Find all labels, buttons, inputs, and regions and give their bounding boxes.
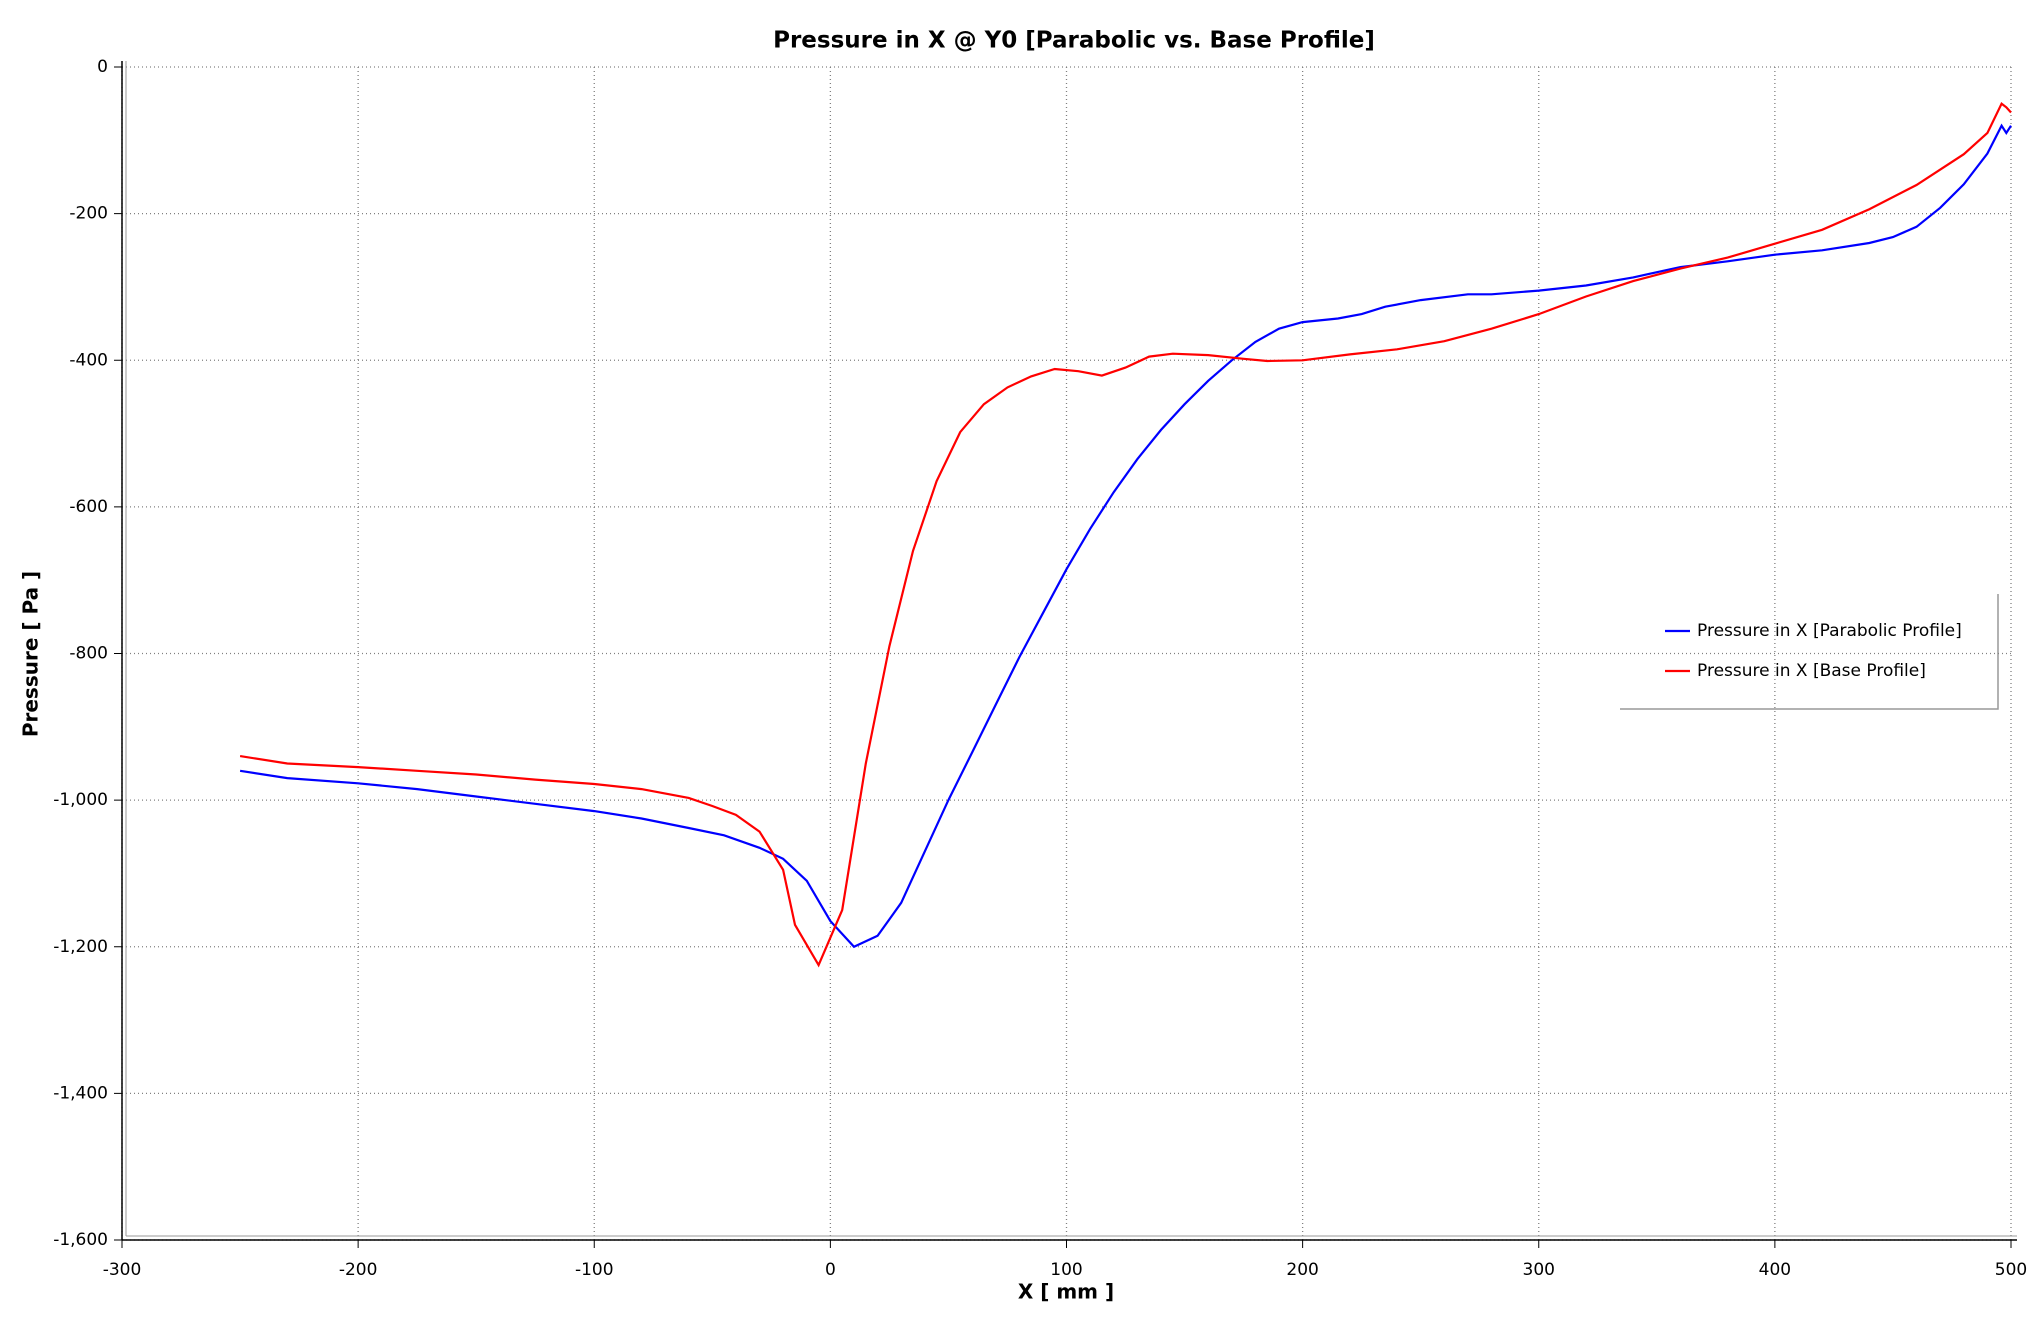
y-tick-label: -600 [69, 497, 108, 517]
x-tick-label: 400 [1759, 1260, 1791, 1280]
y-tick-label: -1,000 [53, 790, 108, 810]
series-line [239, 123, 2012, 949]
chart-title: Pressure in X @ Y0 [Parabolic vs. Base P… [773, 28, 1375, 54]
x-tick-label: -300 [103, 1260, 142, 1280]
x-tick-label: 100 [1050, 1260, 1082, 1280]
y-tick-label: 0 [97, 57, 108, 77]
y-tick-label: -200 [69, 204, 108, 224]
legend-frame [1620, 594, 1999, 710]
legend-label: Pressure in X [Parabolic Profile] [1697, 621, 1962, 641]
series-line [239, 102, 2012, 968]
legend-box [1620, 594, 1998, 709]
x-tick-label: 0 [825, 1260, 836, 1280]
x-tick-label: 500 [1995, 1260, 2027, 1280]
x-tick-label: 200 [1286, 1260, 1318, 1280]
x-tick-label: -100 [575, 1260, 614, 1280]
y-tick-label: -800 [69, 644, 108, 664]
legend-label: Pressure in X [Base Profile] [1697, 661, 1926, 681]
y-tick-label: -1,200 [53, 937, 108, 957]
y-tick-label: -1,600 [53, 1230, 108, 1250]
x-tick-label: 300 [1523, 1260, 1555, 1280]
x-axis-label: X [ mm ] [1018, 1280, 1114, 1304]
y-tick-label: -1,400 [53, 1083, 108, 1103]
y-tick-label: -400 [69, 350, 108, 370]
x-tick-label: -200 [339, 1260, 378, 1280]
y-axis-label: Pressure [ Pa ] [19, 571, 43, 737]
